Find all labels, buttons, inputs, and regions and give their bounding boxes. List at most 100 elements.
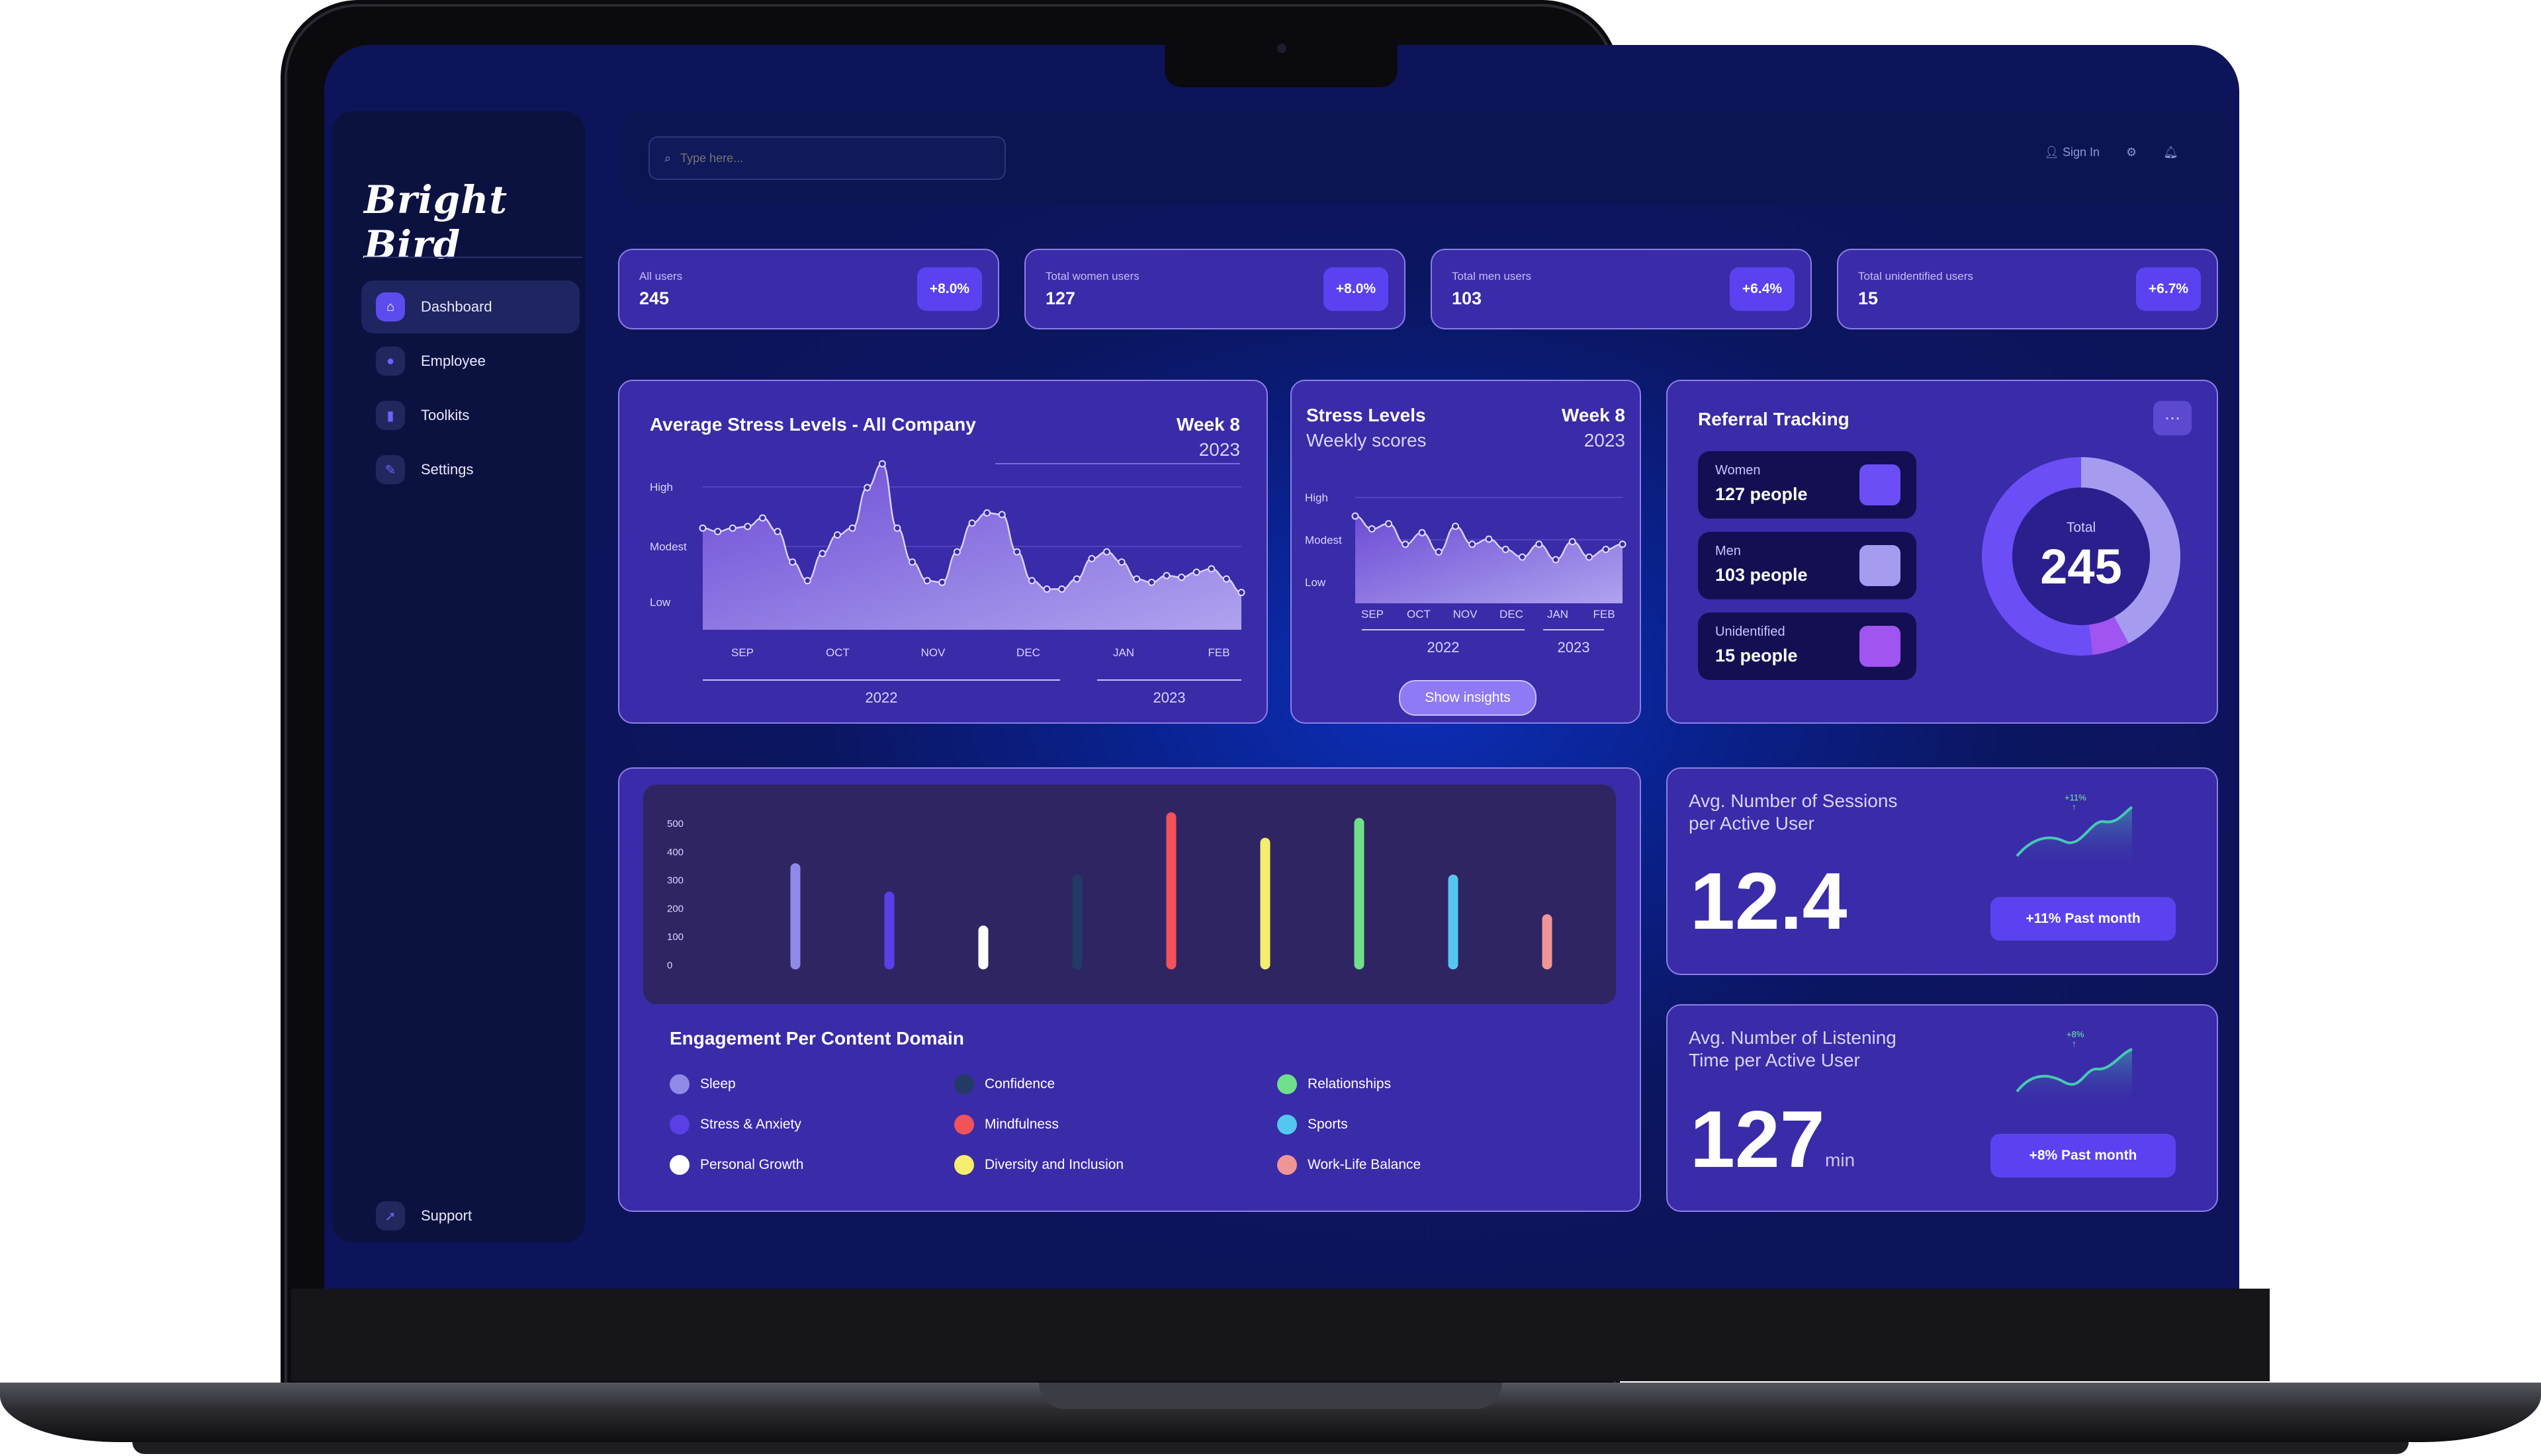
header-divider <box>995 463 1240 464</box>
y-axis-label: High <box>1305 492 1328 504</box>
stress-point <box>1208 565 1216 573</box>
y-axis-tick-label: 400 <box>667 847 684 858</box>
bell-icon[interactable]: 🔔︎ <box>2163 146 2178 159</box>
x-axis-tick-label: SEP <box>731 646 754 659</box>
sign-in-link[interactable]: 👤︎ Sign In <box>2044 146 2100 159</box>
sidebar-item-support[interactable]: ➚ Support <box>361 1189 580 1242</box>
stress-point <box>1222 575 1230 583</box>
legend-color-dot <box>954 1155 974 1175</box>
legend-label: Sleep <box>700 1076 736 1092</box>
stat-label: Total unidentified users <box>1858 270 1973 282</box>
stat-badge: +8.0% <box>917 267 982 311</box>
avg-stress-title: Average Stress Levels - All Company <box>650 414 976 435</box>
stress-point <box>909 558 916 566</box>
stress-point <box>983 509 991 517</box>
stress-point <box>1058 585 1066 593</box>
brand-logo: Bright Bird <box>364 177 508 267</box>
legend-item: Diversity and Inclusion <box>954 1155 1124 1175</box>
search-input[interactable] <box>679 150 987 166</box>
stress-point <box>1133 575 1141 583</box>
sidebar-item-settings[interactable]: ✎ Settings <box>361 443 580 496</box>
laptop-base-shadow <box>132 1442 2409 1454</box>
color-swatch <box>1859 545 1900 586</box>
sessions-past-month-button[interactable]: +11% Past month <box>1990 897 2176 941</box>
stress-point <box>714 528 722 536</box>
donut-slice <box>2081 457 2180 644</box>
sessions-title: Avg. Number of Sessions per Active User <box>1689 791 1898 834</box>
stress-point <box>1585 553 1593 561</box>
x-axis-tick-label: JAN <box>1113 646 1134 659</box>
stress-point <box>938 578 946 586</box>
screen: Bright Bird ⌂ Dashboard ● Employee ▮ Too… <box>324 45 2239 1289</box>
legend-color-dot <box>670 1155 690 1175</box>
laptop-chin <box>291 1289 2270 1381</box>
stress-point <box>1568 538 1576 546</box>
donut-slice <box>1982 457 2093 656</box>
sidebar-item-employee[interactable]: ● Employee <box>361 335 580 388</box>
x-axis-tick-label: FEB <box>1208 646 1229 659</box>
stress-point <box>1028 577 1036 585</box>
top-bar: ⌕ 👤︎ Sign In ⚙ 🔔︎ <box>622 111 2231 204</box>
laptop-base-notch <box>1039 1383 1502 1409</box>
avg-stress-card: Average Stress Levels - All Company Week… <box>618 380 1268 724</box>
stat-label: All users <box>639 270 683 282</box>
sidebar-item-label: Support <box>421 1207 472 1224</box>
referral-label: Women <box>1715 463 1761 478</box>
stress-point <box>1485 535 1493 543</box>
x-axis-tick-label: JAN <box>1547 608 1568 621</box>
year-label: 2023 <box>1153 689 1186 706</box>
stress-point <box>1452 523 1459 531</box>
stress-point <box>1368 525 1376 533</box>
listening-trend-label: +8% <box>2067 1029 2084 1039</box>
legend-color-dot <box>954 1074 974 1094</box>
legend-color-dot <box>1277 1074 1297 1094</box>
stress-point <box>729 524 736 532</box>
legend-label: Mindfulness <box>985 1117 1059 1132</box>
stat-card-all-users: All users 245 +8.0% <box>618 249 999 329</box>
donut-slice <box>2088 617 2129 656</box>
legend-label: Personal Growth <box>700 1157 804 1172</box>
stress-weekly-week: Week 8 <box>1562 405 1625 425</box>
legend-label: Diversity and Inclusion <box>985 1157 1124 1172</box>
x-axis-tick-label: OCT <box>1407 608 1431 621</box>
y-axis-tick-label: 500 <box>667 818 684 830</box>
stat-value: 245 <box>639 288 670 308</box>
stat-card-men: Total men users 103 +6.4% <box>1431 249 1812 329</box>
sidebar: Bright Bird ⌂ Dashboard ● Employee ▮ Too… <box>332 111 585 1242</box>
stress-point <box>834 531 841 539</box>
sidebar-item-toolkits[interactable]: ▮ Toolkits <box>361 389 580 442</box>
home-icon: ⌂ <box>376 292 405 321</box>
engagement-chart: 0 100 200 300 400 500 <box>667 812 1552 971</box>
listening-past-month-button[interactable]: +8% Past month <box>1990 1134 2176 1178</box>
more-options-button[interactable]: ⋯ <box>2153 401 2192 435</box>
stress-point <box>1237 589 1245 597</box>
sidebar-item-label: Dashboard <box>421 298 492 315</box>
stress-point <box>1118 558 1126 566</box>
sessions-card: Avg. Number of Sessions per Active User … <box>1666 767 2218 975</box>
x-axis-tick-label: DEC <box>1016 646 1040 659</box>
stress-point <box>1519 553 1526 561</box>
stress-point <box>774 528 781 536</box>
sidebar-item-dashboard[interactable]: ⌂ Dashboard <box>361 280 580 333</box>
search-box[interactable]: ⌕ <box>648 136 1006 180</box>
stress-point <box>1602 546 1610 554</box>
gear-icon[interactable]: ⚙ <box>2126 146 2137 159</box>
sign-in-label: Sign In <box>2062 146 2100 159</box>
legend-item: Sleep <box>670 1074 736 1094</box>
stress-point <box>923 577 931 585</box>
stress-point <box>1088 554 1096 562</box>
listening-unit: min <box>1825 1150 1855 1170</box>
legend-color-dot <box>670 1074 690 1094</box>
avg-stress-year: 2023 <box>1198 439 1240 460</box>
stress-point <box>1043 585 1051 593</box>
listening-trend-sparkline <box>2016 1048 2133 1109</box>
donut-hole <box>2012 488 2150 625</box>
brand-divider <box>364 257 582 258</box>
show-insights-button[interactable]: Show insights <box>1399 680 1537 716</box>
stress-area <box>1355 516 1623 603</box>
listening-card: Avg. Number of Listening Time per Active… <box>1666 1004 2218 1212</box>
engagement-title: Engagement Per Content Domain <box>670 1028 964 1049</box>
x-axis-tick-label: FEB <box>1593 608 1615 621</box>
legend-item: Personal Growth <box>670 1155 803 1175</box>
legend-item: Sports <box>1277 1115 1348 1135</box>
